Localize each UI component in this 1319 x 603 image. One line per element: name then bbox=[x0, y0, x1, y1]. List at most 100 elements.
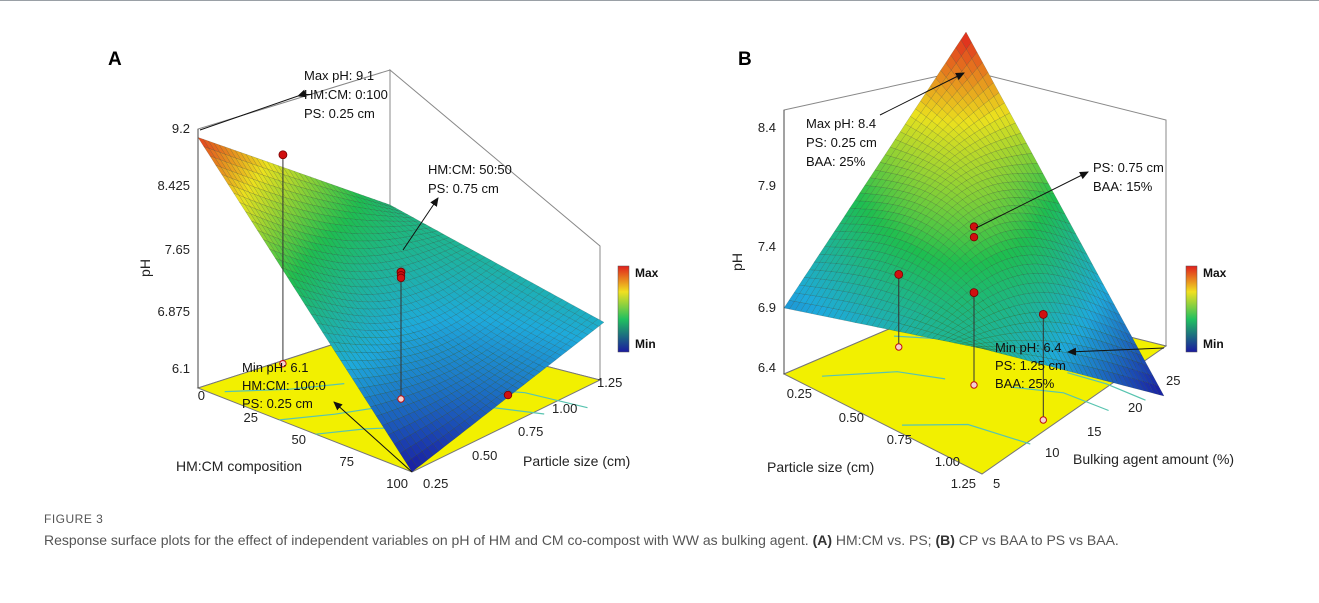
panel-b-annotation-min: Min pH: 6.4 PS: 1.25 cm BAA: 25% bbox=[995, 340, 1165, 391]
annotation-line: PS: 0.25 cm bbox=[242, 396, 313, 411]
colorbar-max-label: Max bbox=[635, 266, 659, 280]
annotation-line: Max pH: 8.4 bbox=[806, 116, 876, 131]
panel-b-z-label: pH bbox=[729, 253, 745, 271]
design-point-marker bbox=[1038, 309, 1048, 319]
panel-b-x-ticks: 0.25 0.50 0.75 1.00 1.25 bbox=[787, 386, 976, 491]
panel-a-y-ticks: 0.25 0.50 0.75 1.00 1.25 bbox=[423, 375, 622, 491]
annotation-line: BAA: 25% bbox=[806, 154, 866, 169]
panel-b-x-tick: 0.50 bbox=[839, 410, 864, 425]
caption-text: HM:CM vs. PS; bbox=[832, 532, 936, 548]
panel-a-surface bbox=[197, 137, 605, 473]
contour-line bbox=[1011, 386, 1109, 412]
floor-marker bbox=[895, 343, 903, 351]
contour-line bbox=[1067, 372, 1146, 401]
panel-a-z-ticks: 9.2 8.425 7.65 6.875 6.1 bbox=[157, 121, 190, 376]
panel-a-y-label: Particle size (cm) bbox=[523, 453, 630, 469]
panel-b-annotation-center: PS: 0.75 cm BAA: 15% bbox=[975, 160, 1164, 229]
floor-marker bbox=[1039, 416, 1048, 424]
panel-a-x-tick: 25 bbox=[244, 410, 258, 425]
annotation-arrow bbox=[333, 401, 413, 473]
annotation-line: PS: 1.25 cm bbox=[995, 358, 1066, 373]
panel-b-x-tick: 1.00 bbox=[935, 454, 960, 469]
panel-a-x-tick: 0 bbox=[198, 388, 205, 403]
annotation-arrow bbox=[975, 171, 1089, 229]
panel-b-z-ticks: 8.4 7.9 7.4 6.9 6.4 bbox=[758, 120, 776, 375]
panel-b-z-tick: 8.4 bbox=[758, 120, 776, 135]
panel-b-x-tick: 1.25 bbox=[951, 476, 976, 491]
panel-b-colorbar: Max Min bbox=[1185, 265, 1227, 353]
annotation-line: BAA: 25% bbox=[995, 376, 1055, 391]
contour-line bbox=[224, 383, 345, 393]
colorbar-min-label: Min bbox=[635, 337, 656, 351]
panel-a-z-tick: 7.65 bbox=[165, 242, 190, 257]
design-point-marker bbox=[278, 150, 288, 160]
colorbar-max-label: Max bbox=[1203, 266, 1227, 280]
annotation-line: PS: 0.25 cm bbox=[304, 106, 375, 121]
panel-b-letter: B bbox=[738, 49, 752, 70]
caption-text: CP vs BAA to PS vs BAA. bbox=[954, 532, 1119, 548]
panel-b-y-tick: 15 bbox=[1087, 424, 1101, 439]
panel-b: B 8.4 7.9 7.4 6.9 6.4 pH 0.2 bbox=[729, 31, 1234, 491]
panel-a-annotation-center: HM:CM: 50:50 PS: 0.75 cm bbox=[402, 162, 512, 251]
panel-a: A 9.2 8.425 7.65 6.875 6.1 pH bbox=[108, 49, 659, 491]
design-point-marker bbox=[969, 288, 979, 298]
design-point-marker bbox=[969, 232, 979, 242]
panel-b-x-tick: 0.75 bbox=[887, 432, 912, 447]
figure-label: FIGURE 3 bbox=[44, 512, 104, 526]
panel-a-y-tick: 0.75 bbox=[518, 424, 543, 439]
annotation-arrow bbox=[199, 89, 307, 131]
panel-a-x-tick: 100 bbox=[386, 476, 408, 491]
floor-marker bbox=[397, 395, 405, 403]
panel-b-surface bbox=[783, 31, 1165, 397]
panel-a-y-tick: 1.25 bbox=[597, 375, 622, 390]
annotation-line: PS: 0.75 cm bbox=[428, 181, 499, 196]
panel-b-z-tick: 7.9 bbox=[758, 178, 776, 193]
annotation-line: BAA: 15% bbox=[1093, 179, 1153, 194]
panel-b-z-tick: 6.9 bbox=[758, 300, 776, 315]
panel-a-x-tick: 75 bbox=[340, 454, 354, 469]
panel-b-y-tick: 5 bbox=[993, 476, 1000, 491]
annotation-line: HM:CM: 100:0 bbox=[242, 378, 326, 393]
contour-line bbox=[901, 423, 1031, 445]
panel-a-z-tick: 6.1 bbox=[172, 361, 190, 376]
annotation-line: HM:CM: 0:100 bbox=[304, 87, 388, 102]
panel-a-z-tick: 9.2 bbox=[172, 121, 190, 136]
panel-a-colorbar: Max Min bbox=[617, 265, 659, 353]
floor-marker bbox=[279, 359, 287, 368]
annotation-arrow bbox=[879, 72, 965, 116]
panel-b-annotation-max: Max pH: 8.4 PS: 0.25 cm BAA: 25% bbox=[806, 72, 965, 169]
surface-cell bbox=[1153, 384, 1165, 397]
colorbar-gradient bbox=[1185, 265, 1198, 353]
surface-cell bbox=[592, 318, 605, 327]
panel-b-y-tick: 20 bbox=[1128, 400, 1142, 415]
floor-marker bbox=[970, 381, 978, 389]
caption-tag-b: (B) bbox=[935, 532, 955, 548]
panel-a-z-label: pH bbox=[137, 259, 153, 277]
design-point-marker bbox=[503, 390, 513, 400]
panel-a-annotation-max: Max pH: 9.1 HM:CM: 0:100 PS: 0.25 cm bbox=[199, 68, 388, 131]
panel-b-y-tick: 10 bbox=[1045, 445, 1059, 460]
design-point-marker bbox=[396, 273, 406, 283]
annotation-line: PS: 0.75 cm bbox=[1093, 160, 1164, 175]
annotation-line: PS: 0.25 cm bbox=[806, 135, 877, 150]
panel-a-y-tick: 0.50 bbox=[472, 448, 497, 463]
figure-caption: Response surface plots for the effect of… bbox=[44, 530, 1284, 550]
design-point-marker bbox=[969, 222, 979, 231]
panel-a-x-label: HM:CM composition bbox=[176, 458, 302, 474]
colorbar-gradient bbox=[617, 265, 630, 353]
contour-line bbox=[821, 371, 946, 380]
panel-b-z-tick: 6.4 bbox=[758, 360, 776, 375]
panel-b-z-tick: 7.4 bbox=[758, 239, 776, 254]
panel-b-x-label: Particle size (cm) bbox=[767, 459, 874, 475]
panel-b-y-tick: 25 bbox=[1166, 373, 1180, 388]
panel-a-y-tick: 0.25 bbox=[423, 476, 448, 491]
caption-tag-a: (A) bbox=[812, 532, 833, 548]
figure-caption-block: FIGURE 3 Response surface plots for the … bbox=[44, 512, 1284, 550]
annotation-arrow bbox=[402, 197, 439, 251]
panel-b-x-tick: 0.25 bbox=[787, 386, 812, 401]
annotation-line: Min pH: 6.4 bbox=[995, 340, 1061, 355]
panel-a-y-tick: 1.00 bbox=[552, 401, 577, 416]
panel-a-annotation-min: Min pH: 6.1 HM:CM: 100:0 PS: 0.25 cm bbox=[242, 360, 413, 473]
annotation-line: HM:CM: 50:50 bbox=[428, 162, 512, 177]
